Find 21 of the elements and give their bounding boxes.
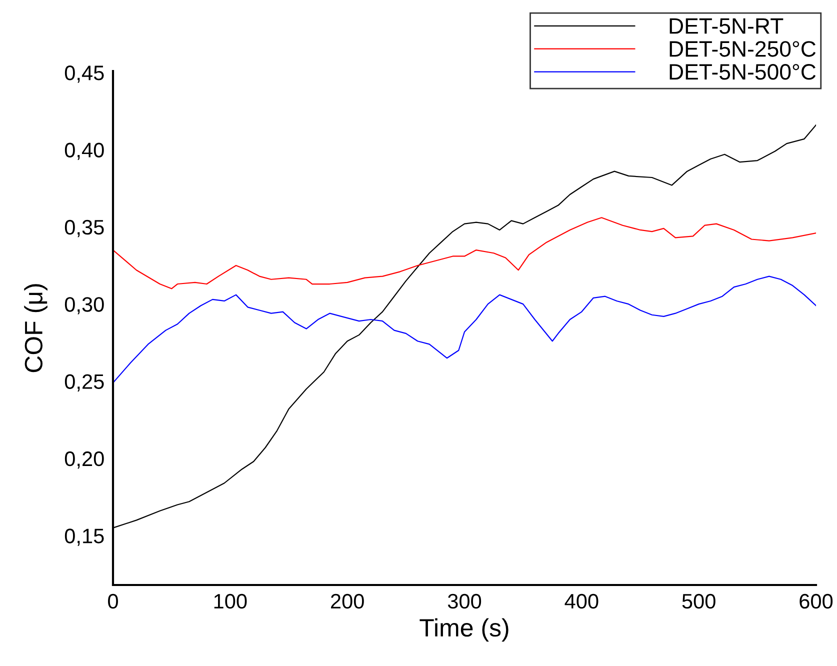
y-tick-label: 0,20: [64, 451, 104, 469]
x-tick-label: 600: [800, 594, 833, 609]
y-tick-label: 0,30: [64, 297, 104, 314]
x-tick-label: 0: [108, 594, 118, 609]
x-tick-label: 200: [331, 594, 364, 609]
legend-label: DET-5N-500°C: [670, 64, 816, 80]
y-tick-label: 0,45: [64, 66, 104, 83]
x-tick-label: 100: [214, 594, 247, 609]
x-tick-label: 300: [448, 594, 482, 609]
line-series: [113, 276, 816, 384]
y-axis-title: COF (μ): [24, 284, 48, 372]
y-tick-label: 0,25: [64, 374, 104, 392]
legend-label: DET-5N-250°C: [670, 41, 816, 57]
y-tick-label: 0,40: [64, 142, 104, 160]
line-series: [113, 217, 816, 290]
legend-label: DET-5N-RT: [670, 18, 784, 34]
x-axis-title: Time (s): [420, 618, 508, 642]
y-tick-label: 0,15: [64, 528, 104, 546]
x-tick-label: 400: [564, 594, 598, 609]
y-tick-label: 0,35: [64, 220, 104, 238]
x-tick-label: 500: [682, 594, 716, 609]
